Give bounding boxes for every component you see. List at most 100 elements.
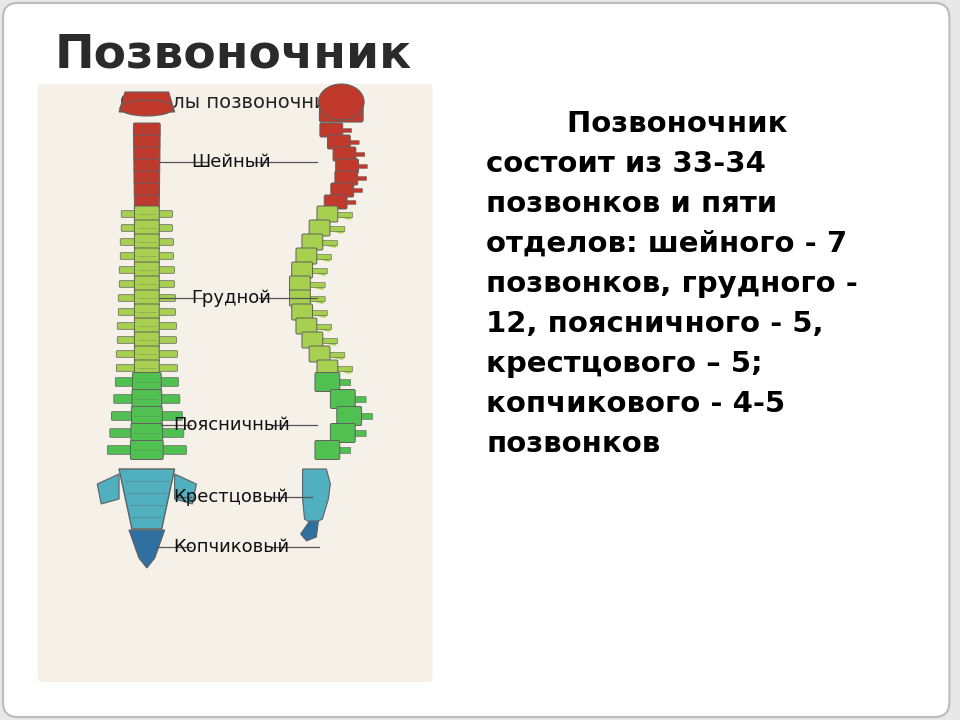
FancyBboxPatch shape (134, 220, 159, 236)
FancyBboxPatch shape (132, 407, 162, 426)
FancyBboxPatch shape (156, 309, 176, 315)
FancyBboxPatch shape (309, 220, 330, 236)
FancyBboxPatch shape (156, 211, 173, 217)
Text: позвонков и пяти: позвонков и пяти (486, 190, 778, 218)
FancyBboxPatch shape (351, 189, 363, 192)
FancyBboxPatch shape (156, 365, 178, 372)
FancyBboxPatch shape (37, 84, 433, 682)
FancyBboxPatch shape (156, 337, 177, 343)
FancyBboxPatch shape (116, 365, 136, 372)
FancyBboxPatch shape (134, 332, 159, 348)
FancyBboxPatch shape (335, 171, 358, 185)
FancyBboxPatch shape (118, 309, 136, 315)
Text: позвонков, грудного -: позвонков, грудного - (486, 270, 858, 298)
Text: копчикового - 4-5: копчикового - 4-5 (486, 390, 785, 418)
Text: позвонков: позвонков (486, 430, 660, 458)
Text: Копчиковый: Копчиковый (173, 538, 289, 556)
FancyBboxPatch shape (328, 227, 345, 232)
FancyBboxPatch shape (302, 234, 323, 250)
FancyBboxPatch shape (134, 171, 159, 185)
FancyBboxPatch shape (131, 441, 163, 459)
FancyBboxPatch shape (310, 310, 327, 315)
FancyBboxPatch shape (331, 183, 353, 197)
FancyBboxPatch shape (3, 3, 949, 717)
Ellipse shape (120, 100, 174, 116)
FancyBboxPatch shape (134, 304, 159, 320)
FancyBboxPatch shape (315, 372, 340, 392)
FancyBboxPatch shape (337, 407, 362, 426)
FancyBboxPatch shape (109, 428, 133, 437)
Text: Поясничный: Поясничный (173, 415, 290, 433)
FancyBboxPatch shape (161, 446, 186, 454)
FancyBboxPatch shape (310, 269, 327, 274)
FancyBboxPatch shape (348, 140, 359, 145)
FancyBboxPatch shape (156, 225, 173, 231)
FancyBboxPatch shape (121, 225, 136, 231)
FancyBboxPatch shape (333, 147, 356, 161)
FancyBboxPatch shape (290, 290, 310, 306)
FancyBboxPatch shape (156, 351, 178, 357)
FancyBboxPatch shape (302, 332, 323, 348)
FancyBboxPatch shape (132, 372, 161, 392)
FancyBboxPatch shape (156, 253, 174, 259)
FancyBboxPatch shape (338, 448, 350, 454)
FancyBboxPatch shape (315, 325, 332, 330)
FancyBboxPatch shape (117, 323, 136, 329)
FancyBboxPatch shape (353, 397, 366, 402)
FancyBboxPatch shape (360, 413, 372, 420)
FancyBboxPatch shape (320, 123, 343, 137)
FancyBboxPatch shape (134, 290, 159, 306)
Polygon shape (97, 474, 119, 504)
FancyBboxPatch shape (160, 412, 182, 420)
Text: 12, поясничного - 5,: 12, поясничного - 5, (486, 310, 824, 338)
FancyBboxPatch shape (133, 147, 160, 161)
Polygon shape (175, 474, 197, 504)
FancyBboxPatch shape (159, 378, 179, 387)
FancyBboxPatch shape (134, 360, 159, 376)
FancyBboxPatch shape (341, 128, 351, 132)
FancyBboxPatch shape (336, 159, 358, 173)
FancyBboxPatch shape (134, 248, 159, 264)
FancyBboxPatch shape (296, 248, 317, 264)
FancyBboxPatch shape (118, 294, 136, 301)
Text: отделов: шейного - 7: отделов: шейного - 7 (486, 230, 848, 258)
Text: крестцового – 5;: крестцового – 5; (486, 350, 763, 378)
FancyBboxPatch shape (133, 159, 159, 173)
Text: Шейный: Шейный (191, 153, 271, 171)
FancyBboxPatch shape (156, 323, 177, 329)
FancyBboxPatch shape (308, 297, 325, 302)
FancyBboxPatch shape (321, 338, 338, 343)
FancyBboxPatch shape (328, 353, 345, 358)
FancyBboxPatch shape (156, 266, 175, 274)
FancyBboxPatch shape (133, 123, 160, 137)
Text: Крестцовый: Крестцовый (174, 488, 289, 506)
FancyBboxPatch shape (133, 135, 160, 149)
FancyBboxPatch shape (317, 206, 338, 222)
Text: Грудной: Грудной (191, 289, 271, 307)
FancyBboxPatch shape (327, 135, 350, 149)
FancyBboxPatch shape (336, 212, 352, 217)
FancyBboxPatch shape (111, 412, 133, 420)
FancyBboxPatch shape (356, 164, 368, 168)
FancyBboxPatch shape (134, 183, 159, 197)
Polygon shape (129, 530, 165, 568)
FancyBboxPatch shape (134, 276, 159, 292)
FancyBboxPatch shape (156, 281, 175, 287)
FancyBboxPatch shape (120, 253, 136, 259)
Text: Отделы позвоночника: Отделы позвоночника (120, 92, 350, 111)
Polygon shape (119, 469, 175, 529)
FancyBboxPatch shape (338, 379, 350, 385)
FancyBboxPatch shape (309, 346, 330, 362)
Polygon shape (300, 521, 319, 541)
FancyBboxPatch shape (115, 378, 134, 387)
FancyBboxPatch shape (156, 294, 176, 301)
Text: состоит из 33-34: состоит из 33-34 (486, 150, 766, 178)
FancyBboxPatch shape (290, 276, 310, 292)
FancyBboxPatch shape (121, 211, 136, 217)
FancyBboxPatch shape (296, 318, 317, 334)
FancyBboxPatch shape (292, 304, 313, 320)
FancyBboxPatch shape (131, 423, 162, 443)
FancyBboxPatch shape (292, 262, 313, 278)
FancyBboxPatch shape (134, 195, 159, 209)
FancyBboxPatch shape (117, 337, 136, 343)
